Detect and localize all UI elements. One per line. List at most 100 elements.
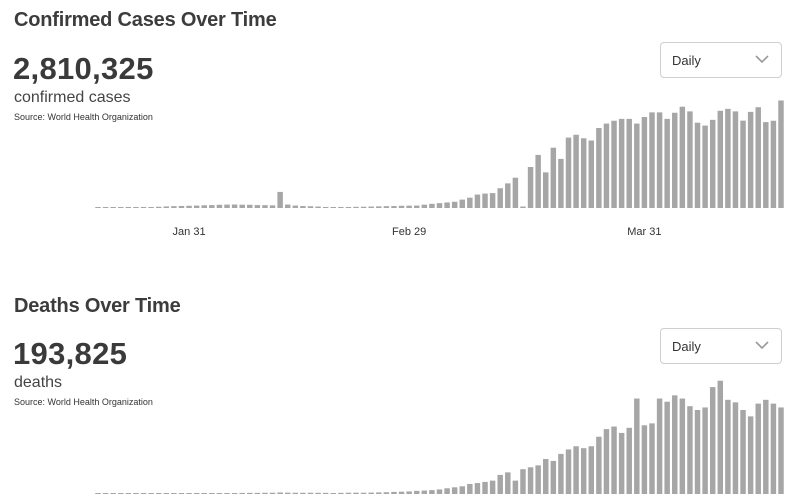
bar [254,492,261,494]
bar [634,123,640,208]
bar [512,177,519,208]
bar [444,488,450,494]
bar [338,492,344,494]
bar [717,110,724,208]
bar [763,122,769,208]
bar [345,492,352,494]
bar [603,123,610,208]
bar [611,426,617,494]
bar [307,492,314,494]
bar [383,206,390,208]
x-tick-label: Feb 29 [392,226,426,238]
bar [520,206,526,208]
bar [102,493,109,494]
bar [725,108,731,208]
bar [368,206,374,208]
total-count: 193,825 [13,336,128,371]
bar [391,206,397,208]
total-label: confirmed cases [14,89,131,106]
bar [664,401,670,494]
chevron-down-icon [755,341,769,350]
bar [603,429,610,494]
total-count: 2,810,325 [13,51,154,86]
cases-bar-chart: Jan 31 Feb 29 Mar 31 [95,100,784,238]
bar [778,407,784,494]
bar [687,406,693,494]
bar [421,490,428,494]
bar [474,483,481,494]
bar [679,398,686,494]
bar [155,206,162,208]
bar [262,492,268,494]
bar [543,172,549,208]
bar [254,205,261,208]
bar [429,490,435,494]
chart-title: Deaths Over Time [14,295,181,317]
total-label: deaths [14,374,63,391]
bar [679,106,686,208]
bar [269,492,276,494]
bar [231,204,238,208]
bar [558,453,564,494]
bar [489,480,496,494]
bar [406,205,412,208]
bar [626,427,632,494]
bar [414,490,420,494]
bar [110,207,116,208]
bar [709,387,716,494]
bar [770,120,777,208]
bar [482,193,488,208]
bar [414,205,420,208]
bar [300,492,306,494]
bar [292,492,299,494]
bar [133,493,139,494]
bar [262,205,268,208]
bar [330,207,336,208]
bar [345,207,352,208]
bar [709,119,716,208]
bar [209,205,215,208]
bar [512,480,519,494]
bar [353,492,359,494]
bar [588,140,595,208]
bar [459,486,465,494]
bar [505,472,511,494]
x-tick-label: Mar 31 [627,226,661,238]
bar [171,206,177,208]
bar [247,204,253,208]
bar [497,188,503,208]
bar [527,167,534,208]
bar [406,491,412,494]
bar [588,446,595,494]
bar [467,197,473,208]
bar [398,205,405,208]
bar [125,493,132,494]
interval-select[interactable]: Daily [660,328,782,364]
bar [360,206,367,208]
bar [467,483,473,494]
confirmed-cases-panel: Confirmed Cases Over Time 2,810,325 conf… [13,9,784,238]
bar [140,207,147,208]
bar [770,403,777,494]
bar [300,206,306,208]
bar [277,191,283,208]
bar [368,492,374,494]
bar [580,138,587,208]
bar [520,469,526,494]
bar [527,467,534,494]
bar [193,205,200,208]
bar [95,493,101,494]
interval-select[interactable]: Daily [660,42,782,78]
interval-select-value: Daily [672,339,701,354]
bar [550,147,557,208]
bar [398,491,405,494]
bar [110,493,116,494]
bar [497,474,503,494]
bar [558,158,564,208]
bar [216,204,223,208]
bar [133,207,139,208]
bar [360,492,367,494]
bar [383,492,390,494]
bar [664,118,670,208]
bar [186,205,192,208]
